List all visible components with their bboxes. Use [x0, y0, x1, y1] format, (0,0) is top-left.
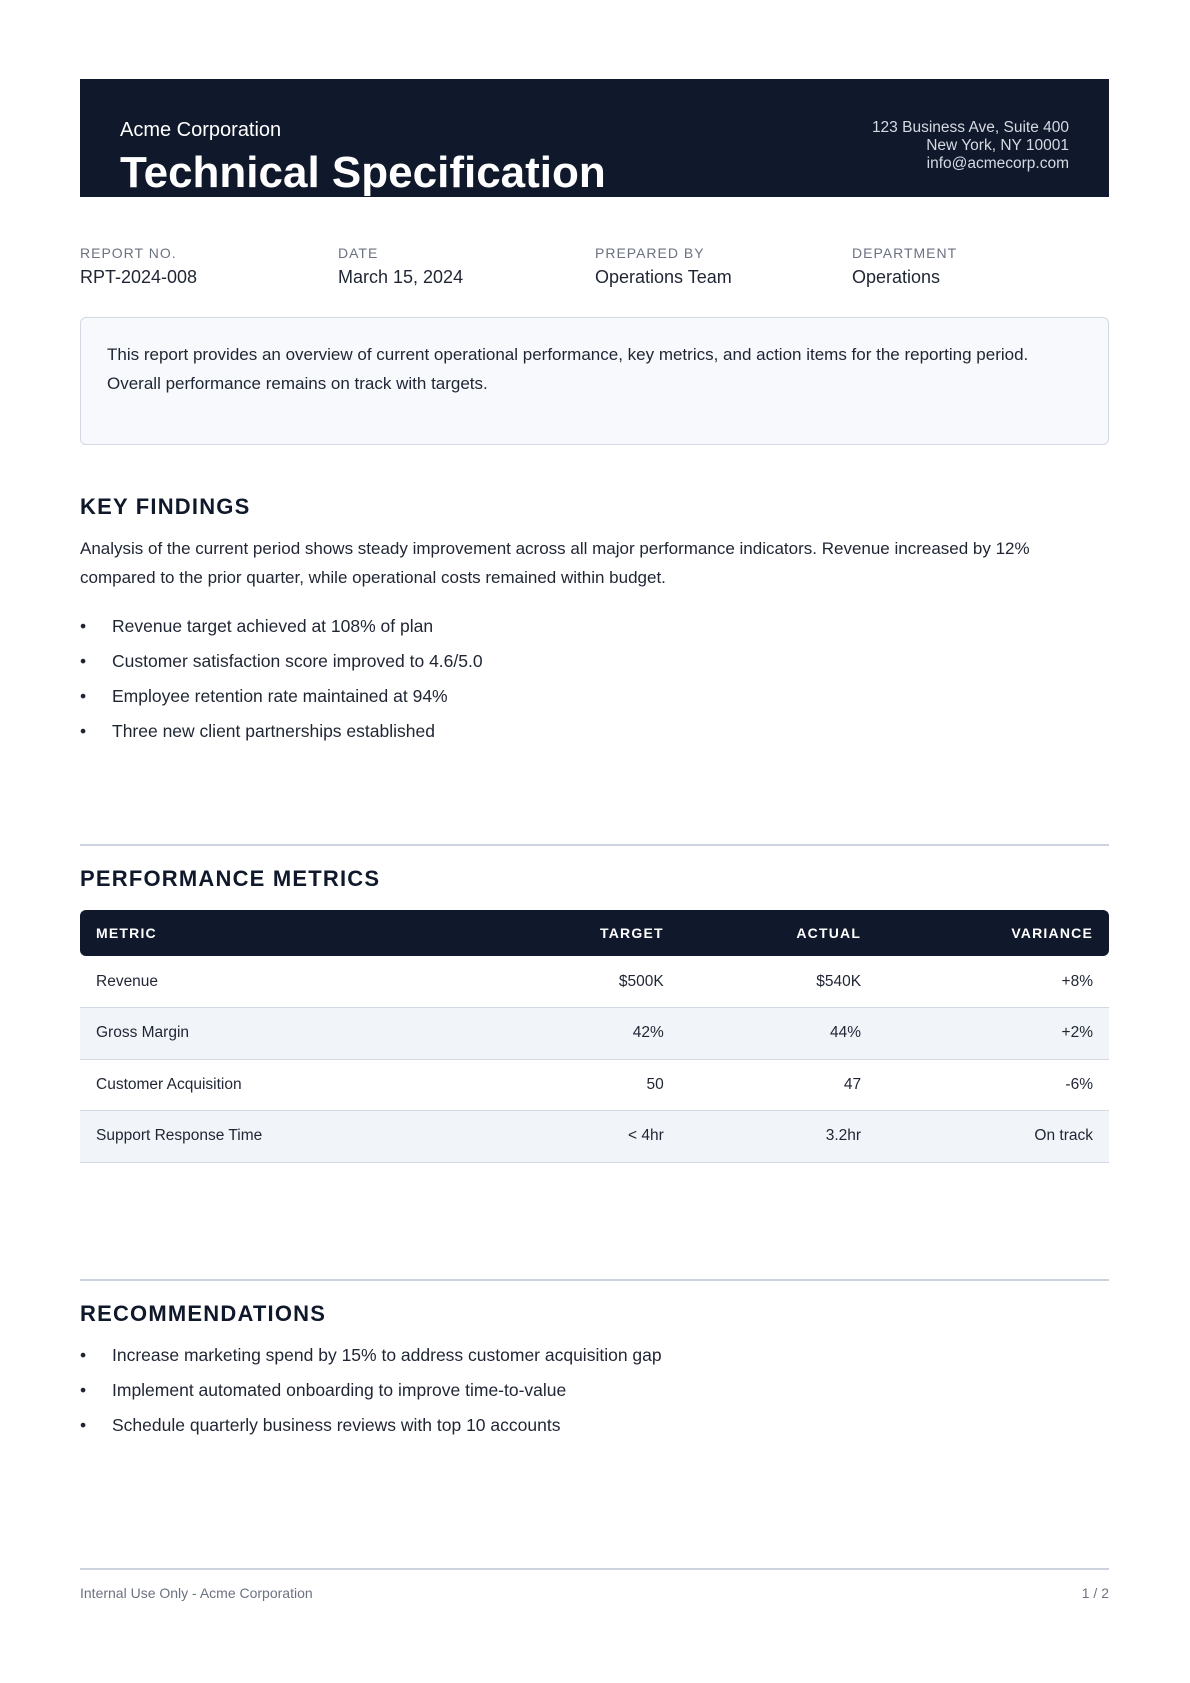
cell: On track — [877, 1110, 1109, 1163]
table-row: Support Response Time < 4hr 3.2hr On track — [80, 1110, 1109, 1163]
email: info@acmecorp.com — [926, 155, 1069, 172]
performance-metrics-heading: PERFORMANCE METRICS — [80, 866, 381, 891]
cell: +8% — [877, 956, 1109, 1008]
list-item: Implement automated onboarding to improv… — [80, 1378, 662, 1413]
column-header: METRIC — [96, 925, 157, 941]
list-item: Schedule quarterly business reviews with… — [80, 1413, 662, 1448]
address-line: 123 Business Ave, Suite 400 — [871, 119, 1069, 136]
list-item: Revenue target achieved at 108% of plan — [80, 614, 483, 649]
recommendations-list: Increase marketing spend by 15% to addre… — [80, 1343, 662, 1448]
key-findings-paragraph: Analysis of the current period shows ste… — [80, 539, 1030, 587]
cell: 3.2hr — [679, 1110, 878, 1163]
address-line: New York, NY 10001 — [926, 137, 1069, 154]
meta-report-no: REPORT NO. RPT-2024-008 — [80, 245, 338, 288]
meta-value: Operations — [852, 267, 941, 287]
list-item: Increase marketing spend by 15% to addre… — [80, 1343, 662, 1378]
meta-label: DATE — [338, 245, 379, 261]
meta-value: Operations Team — [595, 267, 732, 287]
column-header: VARIANCE — [1011, 925, 1093, 941]
footer-divider — [80, 1568, 1109, 1570]
cell: 50 — [484, 1059, 680, 1111]
meta-prepared-by: PREPARED BY Operations Team — [595, 245, 853, 288]
table-row: Revenue $500K $540K +8% — [80, 956, 1109, 1008]
cell: +2% — [877, 1007, 1109, 1060]
meta-value: March 15, 2024 — [338, 267, 464, 287]
divider — [80, 844, 1109, 846]
meta-label: DEPARTMENT — [852, 245, 958, 261]
metrics-table: METRIC TARGET ACTUAL VARIANCE Revenue $50… — [80, 910, 1109, 1163]
page-number: 1 / 2 — [1081, 1585, 1109, 1601]
cell: -6% — [877, 1059, 1109, 1111]
list-item: Three new client partnerships establishe… — [80, 719, 483, 754]
list-item: Employee retention rate maintained at 94… — [80, 684, 483, 719]
cell: < 4hr — [484, 1110, 680, 1163]
report-header: Acme Corporation Technical Specification… — [80, 79, 1109, 197]
cell: Support Response Time — [80, 1110, 485, 1163]
cell: Gross Margin — [80, 1007, 485, 1060]
table-row: Customer Acquisition 50 47 -6% — [80, 1059, 1109, 1111]
meta-label: PREPARED BY — [595, 245, 705, 261]
key-findings-list: Revenue target achieved at 108% of plan … — [80, 614, 483, 754]
company-address: 123 Business Ave, Suite 400 New York, NY… — [872, 119, 1069, 173]
column-header: ACTUAL — [796, 925, 862, 941]
company-name: Acme Corporation — [120, 119, 282, 141]
cell: $500K — [484, 956, 680, 1008]
recommendations-heading: RECOMMENDATIONS — [80, 1301, 327, 1326]
table-row: Gross Margin 42% 44% +2% — [80, 1007, 1109, 1060]
cell: 47 — [679, 1059, 878, 1111]
cell: 44% — [679, 1007, 878, 1060]
meta-value: RPT-2024-008 — [80, 267, 198, 287]
summary-box: This report provides an overview of curr… — [80, 317, 1109, 445]
column-header: TARGET — [600, 925, 664, 941]
meta-label: REPORT NO. — [80, 245, 177, 261]
meta-department: DEPARTMENT Operations — [852, 245, 1110, 288]
list-item: Customer satisfaction score improved to … — [80, 649, 483, 684]
cell: $540K — [679, 956, 878, 1008]
key-findings-heading: KEY FINDINGS — [80, 494, 251, 519]
table-header-row: METRIC TARGET ACTUAL VARIANCE — [80, 910, 1109, 956]
document-title: Technical Specification — [120, 148, 606, 197]
cell: Revenue — [80, 956, 485, 1008]
cell: Customer Acquisition — [80, 1059, 485, 1111]
meta-date: DATE March 15, 2024 — [338, 245, 596, 288]
footer-text: Internal Use Only - Acme Corporation — [80, 1585, 313, 1601]
cell: 42% — [484, 1007, 680, 1060]
divider — [80, 1279, 1109, 1281]
